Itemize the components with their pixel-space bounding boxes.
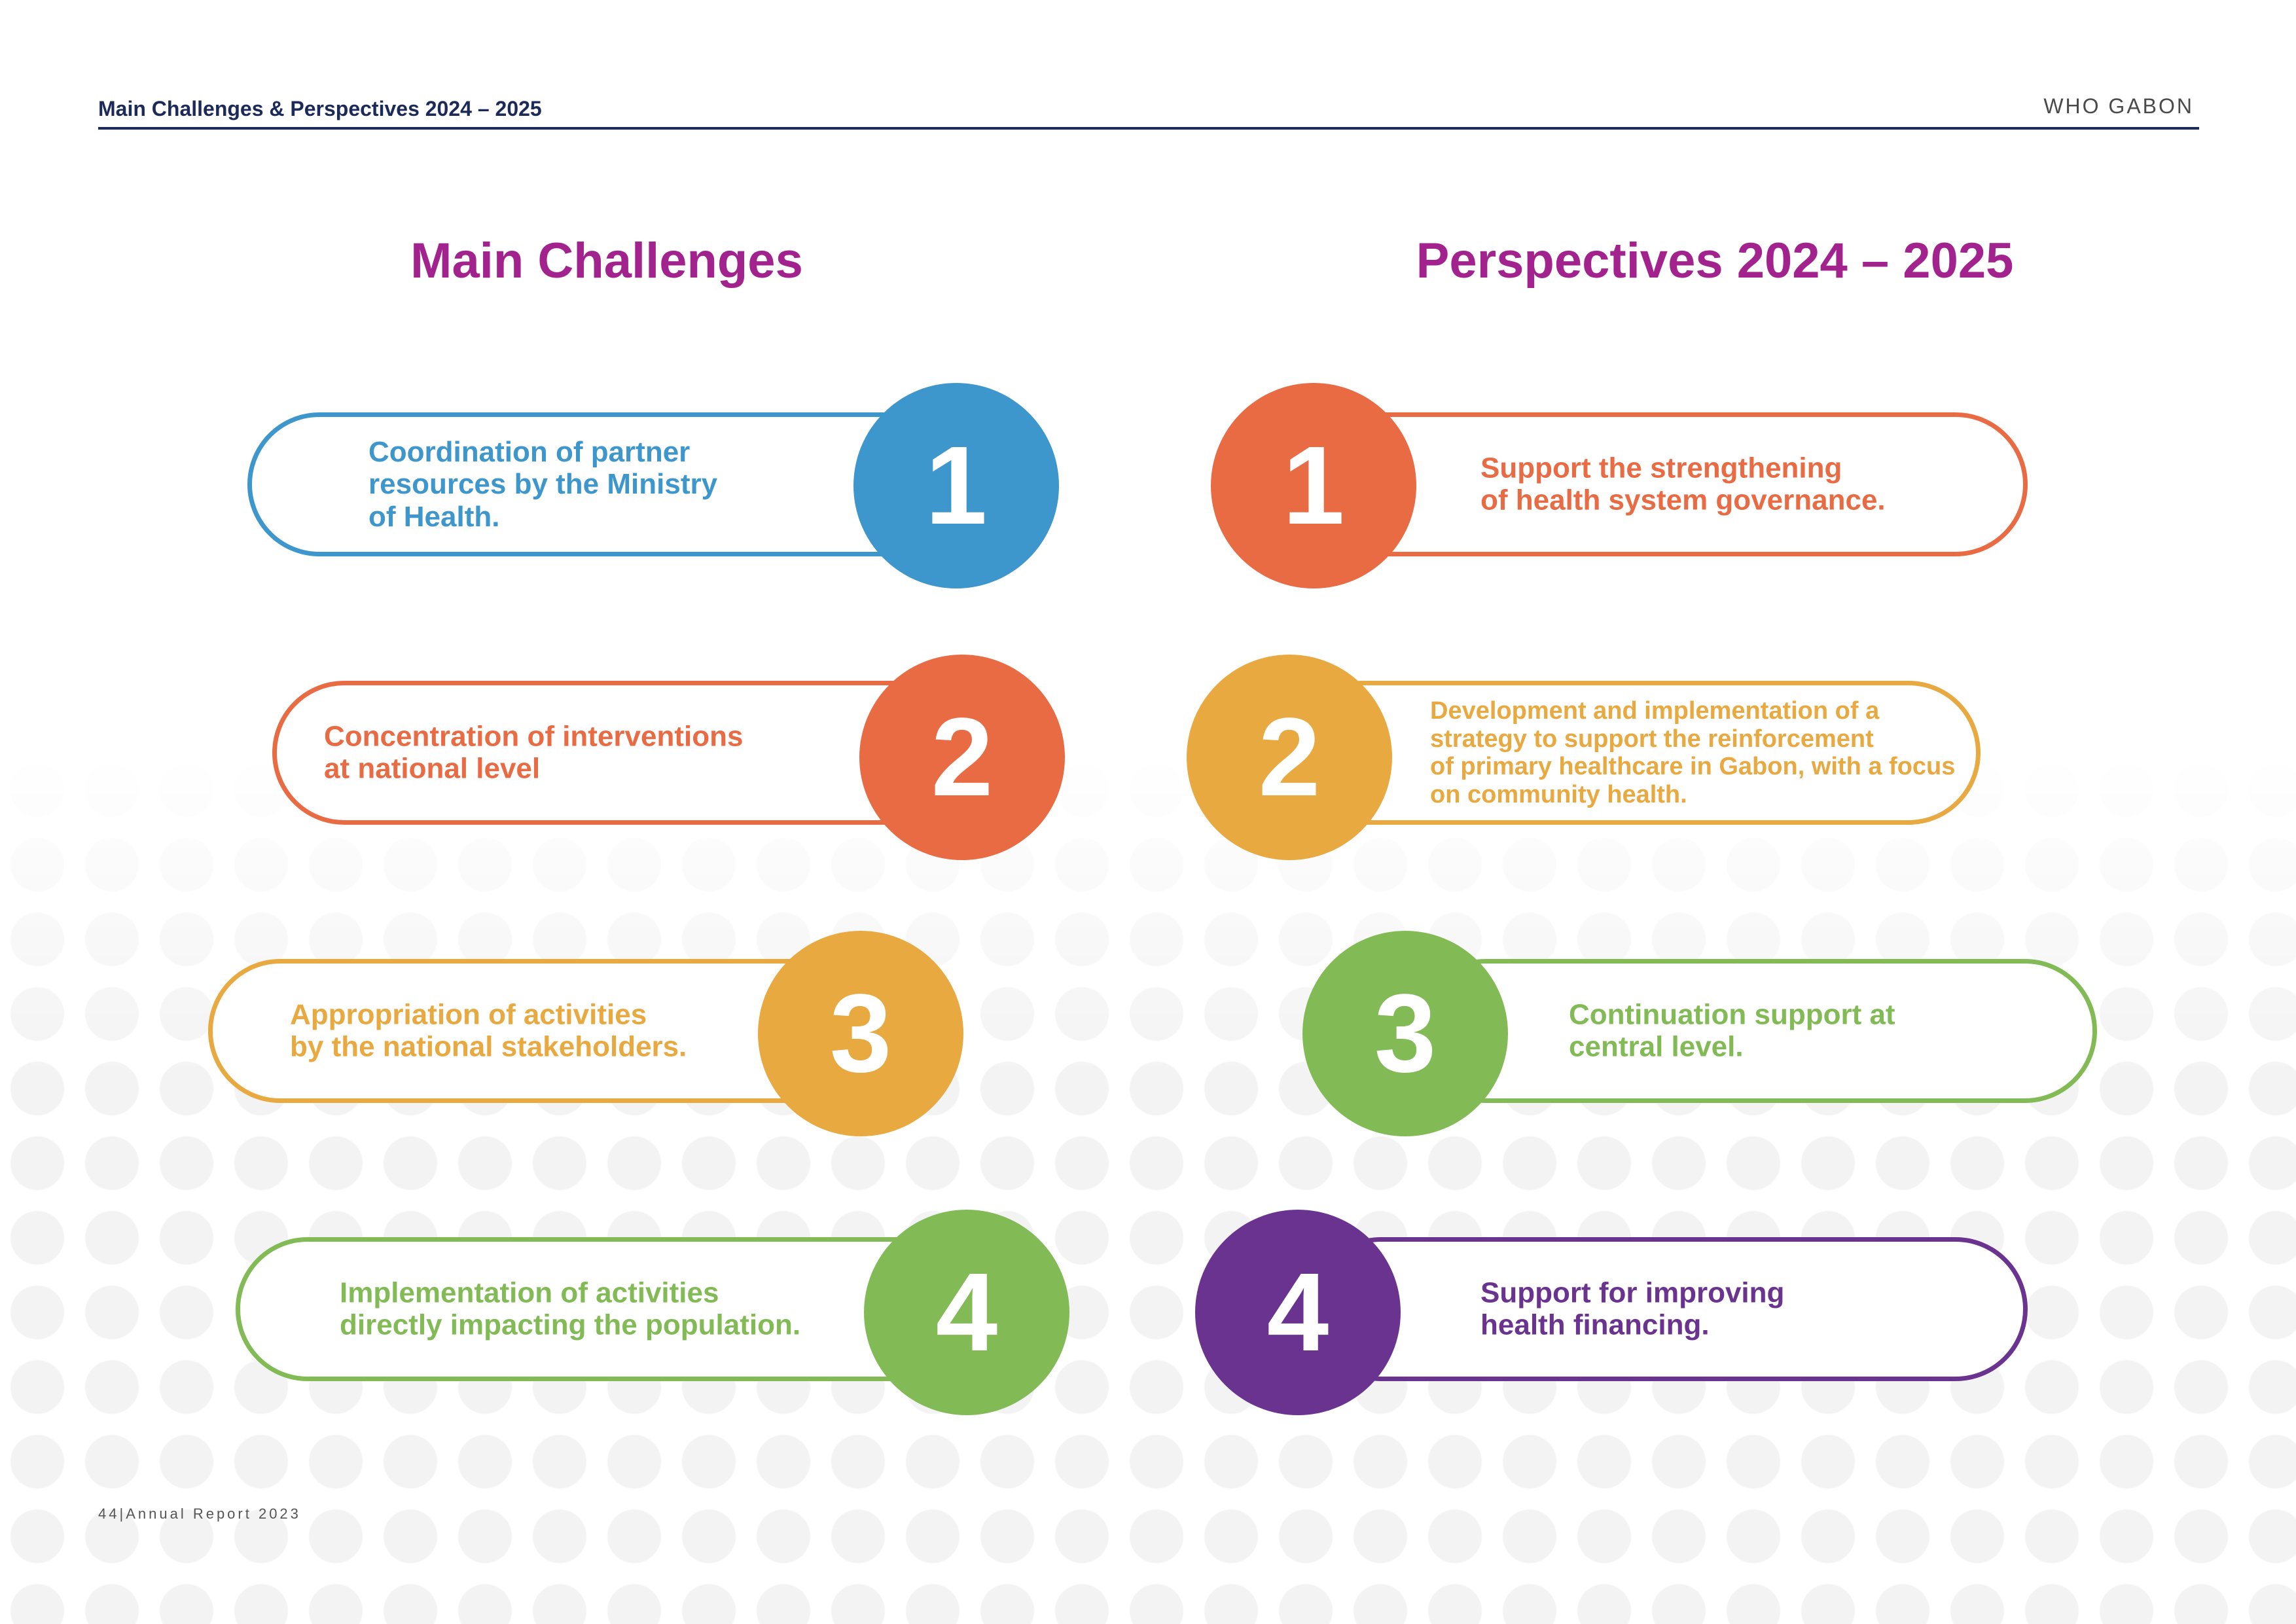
perspective-1-text: Support the strengthening of health syst… xyxy=(1480,452,1886,516)
challenge-3-text: Appropriation of activities by the natio… xyxy=(290,998,687,1063)
challenge-3-pill: Appropriation of activities by the natio… xyxy=(208,959,863,1103)
perspective-2-text: Development and implementation of a stra… xyxy=(1430,696,1956,808)
challenge-2-pill: Concentration of interventions at nation… xyxy=(272,681,966,825)
challenge-1-number-badge: 1 xyxy=(853,383,1059,588)
page-number: 44 xyxy=(98,1506,120,1522)
perspective-1-pill: Support the strengthening of health syst… xyxy=(1309,412,2028,556)
challenge-4-text: Implementation of activities directly im… xyxy=(340,1276,801,1341)
perspective-3-number-badge: 3 xyxy=(1302,931,1508,1136)
challenges-heading: Main Challenges xyxy=(410,233,803,289)
running-header: Main Challenges & Perspectives 2024 – 20… xyxy=(98,94,2199,130)
section-title: Main Challenges & Perspectives 2024 – 20… xyxy=(98,97,542,120)
challenge-2-number-badge: 2 xyxy=(859,655,1065,860)
challenge-4-pill: Implementation of activities directly im… xyxy=(236,1237,969,1381)
perspective-4-number-badge: 4 xyxy=(1195,1210,1401,1415)
perspective-2-number-badge: 2 xyxy=(1187,655,1392,860)
perspective-4-pill: Support for improving health financing. xyxy=(1309,1237,2028,1381)
challenge-1-pill: Coordination of partner resources by the… xyxy=(247,412,954,556)
footer-separator: | xyxy=(119,1506,126,1522)
perspective-3-pill: Continuation support at central level. xyxy=(1414,959,2097,1103)
perspective-3-text: Continuation support at central level. xyxy=(1569,998,1895,1063)
challenge-1-text: Coordination of partner resources by the… xyxy=(368,436,718,533)
organization-label: WHO GABON xyxy=(2043,94,2194,118)
perspective-1-number-badge: 1 xyxy=(1211,383,1416,588)
perspectives-heading: Perspectives 2024 – 2025 xyxy=(1416,233,2014,289)
report-label: Annual Report 2023 xyxy=(126,1506,301,1522)
perspective-2-pill: Development and implementation of a stra… xyxy=(1289,681,1981,825)
page-footer: 44|Annual Report 2023 xyxy=(98,1506,301,1523)
challenge-2-text: Concentration of interventions at nation… xyxy=(324,720,744,785)
challenge-4-number-badge: 4 xyxy=(864,1210,1069,1415)
challenge-3-number-badge: 3 xyxy=(758,931,963,1136)
perspective-4-text: Support for improving health financing. xyxy=(1480,1276,1785,1341)
